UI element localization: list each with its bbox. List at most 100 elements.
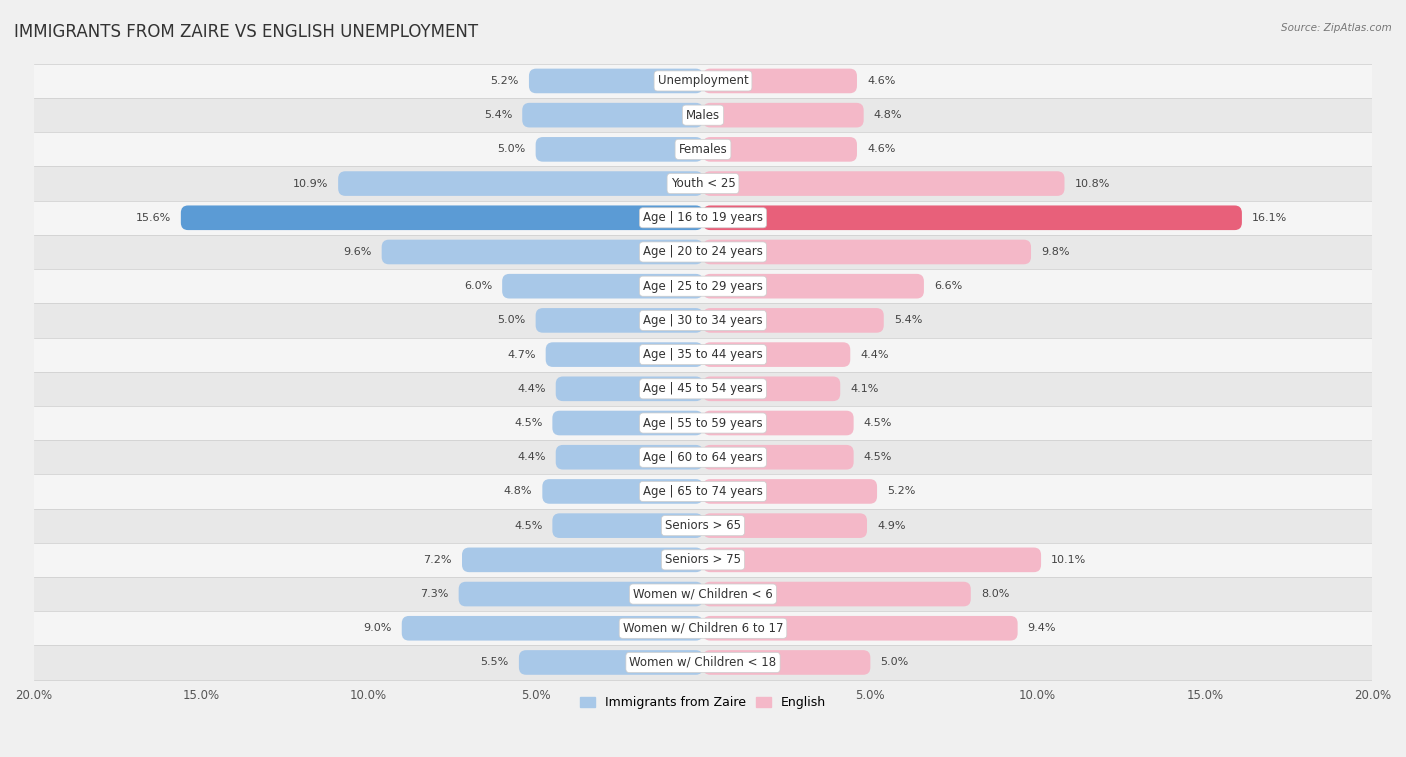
Text: Source: ZipAtlas.com: Source: ZipAtlas.com — [1281, 23, 1392, 33]
Text: Women w/ Children 6 to 17: Women w/ Children 6 to 17 — [623, 621, 783, 635]
FancyBboxPatch shape — [536, 137, 703, 162]
Text: Youth < 25: Youth < 25 — [671, 177, 735, 190]
Text: 7.2%: 7.2% — [423, 555, 451, 565]
FancyBboxPatch shape — [553, 513, 703, 538]
Text: 5.5%: 5.5% — [481, 658, 509, 668]
Text: 16.1%: 16.1% — [1251, 213, 1286, 223]
Text: Females: Females — [679, 143, 727, 156]
Text: 10.1%: 10.1% — [1052, 555, 1087, 565]
Text: 6.6%: 6.6% — [934, 281, 962, 291]
Text: 9.6%: 9.6% — [343, 247, 371, 257]
Bar — [34, 132, 1372, 167]
FancyBboxPatch shape — [463, 547, 703, 572]
FancyBboxPatch shape — [703, 650, 870, 674]
FancyBboxPatch shape — [553, 411, 703, 435]
Text: Age | 25 to 29 years: Age | 25 to 29 years — [643, 279, 763, 293]
Bar — [34, 235, 1372, 269]
Text: Age | 16 to 19 years: Age | 16 to 19 years — [643, 211, 763, 224]
Text: 4.9%: 4.9% — [877, 521, 905, 531]
Text: Males: Males — [686, 109, 720, 122]
Bar — [34, 406, 1372, 440]
Text: 9.0%: 9.0% — [363, 623, 392, 634]
Text: 6.0%: 6.0% — [464, 281, 492, 291]
Bar — [34, 167, 1372, 201]
FancyBboxPatch shape — [703, 411, 853, 435]
FancyBboxPatch shape — [543, 479, 703, 503]
FancyBboxPatch shape — [703, 581, 970, 606]
FancyBboxPatch shape — [703, 137, 858, 162]
FancyBboxPatch shape — [703, 69, 858, 93]
FancyBboxPatch shape — [555, 376, 703, 401]
Text: Seniors > 75: Seniors > 75 — [665, 553, 741, 566]
Text: Age | 55 to 59 years: Age | 55 to 59 years — [643, 416, 763, 429]
Text: Age | 45 to 54 years: Age | 45 to 54 years — [643, 382, 763, 395]
Text: 4.1%: 4.1% — [851, 384, 879, 394]
Text: 4.4%: 4.4% — [517, 384, 546, 394]
Text: 10.8%: 10.8% — [1074, 179, 1109, 188]
Text: IMMIGRANTS FROM ZAIRE VS ENGLISH UNEMPLOYMENT: IMMIGRANTS FROM ZAIRE VS ENGLISH UNEMPLO… — [14, 23, 478, 41]
Text: 5.0%: 5.0% — [498, 145, 526, 154]
FancyBboxPatch shape — [522, 103, 703, 127]
Text: 4.5%: 4.5% — [863, 418, 891, 428]
Text: Age | 65 to 74 years: Age | 65 to 74 years — [643, 485, 763, 498]
FancyBboxPatch shape — [402, 616, 703, 640]
Text: Age | 60 to 64 years: Age | 60 to 64 years — [643, 450, 763, 464]
FancyBboxPatch shape — [703, 479, 877, 503]
Bar — [34, 611, 1372, 646]
FancyBboxPatch shape — [502, 274, 703, 298]
Bar — [34, 543, 1372, 577]
Text: 4.5%: 4.5% — [863, 452, 891, 463]
Text: 4.4%: 4.4% — [517, 452, 546, 463]
FancyBboxPatch shape — [458, 581, 703, 606]
Text: 4.8%: 4.8% — [873, 111, 903, 120]
FancyBboxPatch shape — [703, 103, 863, 127]
FancyBboxPatch shape — [703, 616, 1018, 640]
Bar — [34, 304, 1372, 338]
FancyBboxPatch shape — [546, 342, 703, 367]
FancyBboxPatch shape — [703, 376, 841, 401]
Text: Women w/ Children < 18: Women w/ Children < 18 — [630, 656, 776, 669]
Text: 4.4%: 4.4% — [860, 350, 889, 360]
Legend: Immigrants from Zaire, English: Immigrants from Zaire, English — [575, 691, 831, 714]
FancyBboxPatch shape — [703, 171, 1064, 196]
Bar — [34, 577, 1372, 611]
Text: 4.6%: 4.6% — [868, 76, 896, 86]
Bar — [34, 338, 1372, 372]
Text: 15.6%: 15.6% — [135, 213, 170, 223]
FancyBboxPatch shape — [536, 308, 703, 333]
FancyBboxPatch shape — [703, 308, 884, 333]
Text: Women w/ Children < 6: Women w/ Children < 6 — [633, 587, 773, 600]
Text: 5.2%: 5.2% — [491, 76, 519, 86]
FancyBboxPatch shape — [703, 274, 924, 298]
Text: 4.6%: 4.6% — [868, 145, 896, 154]
Text: 8.0%: 8.0% — [981, 589, 1010, 599]
Text: 4.8%: 4.8% — [503, 487, 533, 497]
Bar — [34, 201, 1372, 235]
FancyBboxPatch shape — [703, 240, 1031, 264]
Text: 5.2%: 5.2% — [887, 487, 915, 497]
Text: 5.0%: 5.0% — [880, 658, 908, 668]
Bar — [34, 98, 1372, 132]
FancyBboxPatch shape — [555, 445, 703, 469]
Text: Unemployment: Unemployment — [658, 74, 748, 88]
FancyBboxPatch shape — [703, 445, 853, 469]
Bar — [34, 646, 1372, 680]
FancyBboxPatch shape — [703, 513, 868, 538]
FancyBboxPatch shape — [381, 240, 703, 264]
Bar — [34, 440, 1372, 475]
FancyBboxPatch shape — [181, 205, 703, 230]
Text: 5.0%: 5.0% — [498, 316, 526, 326]
Bar — [34, 509, 1372, 543]
Text: 4.5%: 4.5% — [515, 521, 543, 531]
Bar — [34, 64, 1372, 98]
Text: Seniors > 65: Seniors > 65 — [665, 519, 741, 532]
FancyBboxPatch shape — [519, 650, 703, 674]
Text: 10.9%: 10.9% — [292, 179, 328, 188]
Text: Age | 35 to 44 years: Age | 35 to 44 years — [643, 348, 763, 361]
Text: Age | 30 to 34 years: Age | 30 to 34 years — [643, 314, 763, 327]
Text: Age | 20 to 24 years: Age | 20 to 24 years — [643, 245, 763, 258]
Text: 5.4%: 5.4% — [484, 111, 512, 120]
Text: 9.8%: 9.8% — [1040, 247, 1070, 257]
Text: 9.4%: 9.4% — [1028, 623, 1056, 634]
Text: 7.3%: 7.3% — [420, 589, 449, 599]
